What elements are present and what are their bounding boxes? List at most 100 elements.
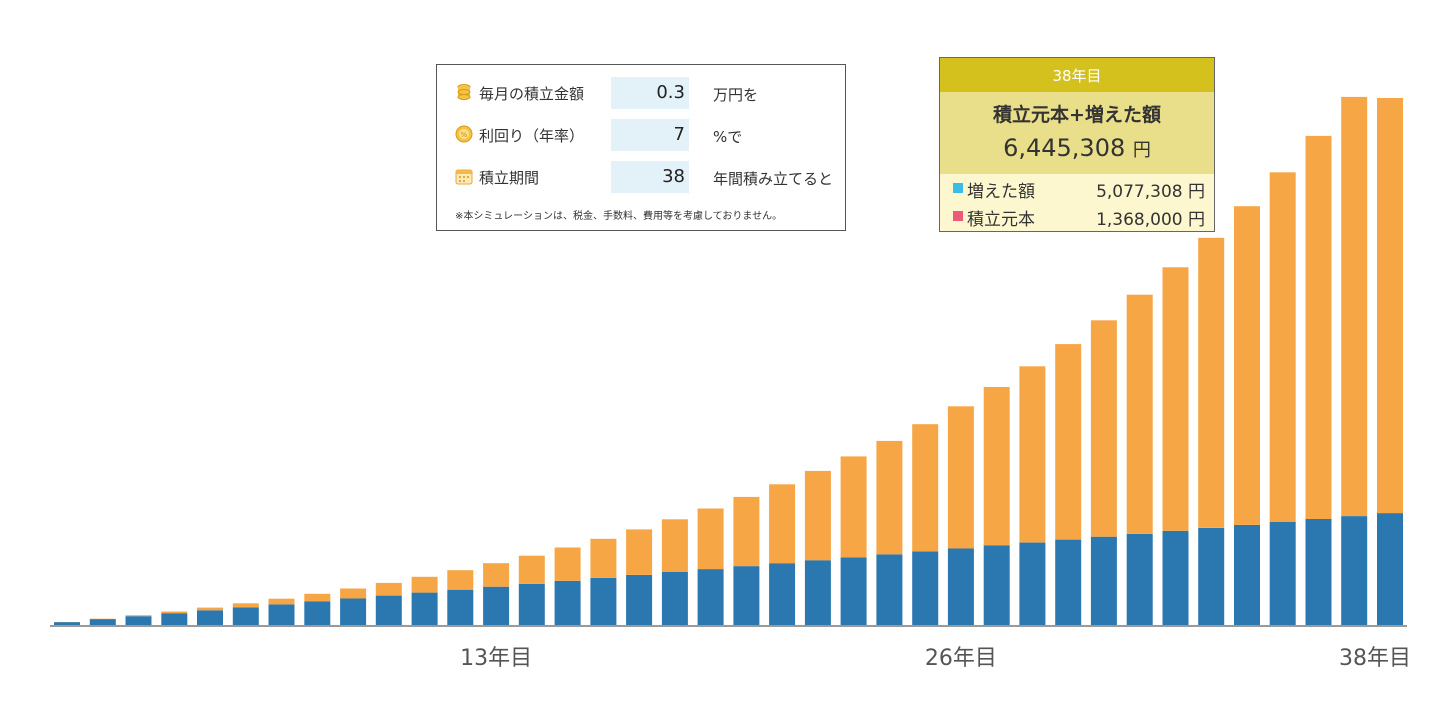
bar-principal-37 <box>1341 516 1368 625</box>
bar-gain-23 <box>840 456 867 558</box>
result-total-value: 6,445,308 <box>1003 134 1126 162</box>
bar-principal-33 <box>1198 527 1225 625</box>
result-total-unit: 円 <box>1132 140 1151 161</box>
rate-unit: %で <box>713 128 743 146</box>
gain-value: 5,077,308 円 <box>1096 182 1205 202</box>
bar-principal-5 <box>197 610 223 625</box>
disclaimer-note: ※本シミュレーションは、税金、手数料、費用等を考慮しておりません。 <box>455 211 783 222</box>
bar-gain-5 <box>197 607 223 611</box>
gain-swatch <box>953 183 963 193</box>
bar-principal-14 <box>518 583 545 625</box>
bar-gain-19 <box>697 508 724 570</box>
bar-principal-21 <box>769 563 796 625</box>
bar-gain-34 <box>1234 206 1260 525</box>
bar-gain-33 <box>1198 237 1225 528</box>
period-unit: 年間積み立てると <box>713 170 834 188</box>
bar-gain-21 <box>769 484 796 564</box>
gain-label: 増えた額 <box>967 182 1035 202</box>
monthly-amount-row: 毎月の積立金額 0.3 万円を <box>437 77 845 109</box>
period-label: 積立期間 <box>479 169 540 187</box>
bar-principal-19 <box>697 569 724 625</box>
monthly-amount-unit: 万円を <box>713 86 759 104</box>
bar-principal-8 <box>304 601 331 625</box>
bar-principal-24 <box>876 554 903 625</box>
bar-gain-32 <box>1162 267 1189 531</box>
x-tick-label: 26年目 <box>925 646 997 671</box>
bar-principal-12 <box>447 589 474 625</box>
bar-gain-38 <box>1377 98 1403 514</box>
monthly-amount-input[interactable]: 0.3 <box>611 77 689 109</box>
bar-principal-2 <box>89 619 116 625</box>
bar-gain-11 <box>411 576 438 593</box>
bar-gain-30 <box>1090 320 1117 537</box>
bar-gain-25 <box>912 424 939 552</box>
bar-principal-29 <box>1055 539 1082 625</box>
bar-principal-30 <box>1090 536 1117 625</box>
period-row: 積立期間 38 年間積み立てると <box>437 161 845 193</box>
bar-gain-18 <box>661 519 688 572</box>
bar-principal-32 <box>1162 530 1189 625</box>
percent-coin-icon: % <box>455 125 473 143</box>
principal-label: 積立元本 <box>967 210 1035 230</box>
input-panel: 毎月の積立金額 0.3 万円を % 利回り（年率） 7 %で 積立期間 38 年… <box>436 64 846 231</box>
bar-gain-7 <box>268 598 295 605</box>
x-tick-label: 13年目 <box>460 646 532 671</box>
bar-principal-17 <box>626 575 653 625</box>
bar-principal-3 <box>125 616 152 625</box>
bar-gain-37 <box>1341 96 1368 517</box>
legend-gain: 増えた額 5,077,308 円 <box>940 174 1214 202</box>
bar-principal-20 <box>733 566 760 625</box>
result-total: 6,445,308 円 <box>940 134 1214 162</box>
bar-gain-35 <box>1269 172 1296 523</box>
bar-principal-11 <box>411 592 438 625</box>
bar-principal-28 <box>1019 542 1046 625</box>
result-title: 積立元本+増えた額 <box>993 104 1161 126</box>
period-input[interactable]: 38 <box>611 161 689 193</box>
bar-gain-28 <box>1019 366 1046 543</box>
bar-gain-6 <box>232 603 259 608</box>
bar-principal-7 <box>268 604 295 625</box>
bar-principal-34 <box>1234 524 1260 625</box>
bar-gain-36 <box>1305 135 1332 519</box>
coins-icon <box>457 84 471 100</box>
bar-principal-38 <box>1377 513 1403 625</box>
result-summary: 積立元本+増えた額 6,445,308 円 <box>940 92 1214 174</box>
bar-gain-31 <box>1126 294 1153 534</box>
principal-value: 1,368,000 円 <box>1096 210 1205 230</box>
bar-gain-17 <box>626 529 653 575</box>
bar-gain-24 <box>876 440 903 555</box>
x-tick-label: 38年目 <box>1339 646 1411 671</box>
bar-principal-13 <box>483 586 510 625</box>
bar-principal-31 <box>1126 533 1153 625</box>
result-panel: 38年目 積立元本+増えた額 6,445,308 円 増えた額 5,077,30… <box>939 57 1215 232</box>
bar-principal-23 <box>840 557 867 625</box>
bar-gain-15 <box>554 547 581 581</box>
svg-text:%: % <box>461 131 468 139</box>
rate-input[interactable]: 7 <box>611 119 689 151</box>
bar-principal-22 <box>804 560 831 625</box>
bar-gain-8 <box>304 593 331 602</box>
bar-principal-36 <box>1305 519 1332 625</box>
bar-principal-10 <box>375 595 402 625</box>
bar-principal-35 <box>1269 522 1296 625</box>
result-year-header: 38年目 <box>940 58 1214 92</box>
bar-principal-18 <box>661 572 688 625</box>
bar-principal-1 <box>54 622 80 625</box>
legend-principal: 積立元本 1,368,000 円 <box>940 202 1214 230</box>
rate-label: 利回り（年率） <box>479 127 585 145</box>
bar-gain-12 <box>447 570 474 590</box>
bar-gain-16 <box>590 538 617 578</box>
x-tick-labels: 13年目 26年目 38年目 <box>460 646 1411 671</box>
bar-principal-27 <box>983 545 1010 625</box>
rate-row: % 利回り（年率） 7 %で <box>437 119 845 151</box>
bar-gain-26 <box>947 406 974 549</box>
bar-gain-29 <box>1055 344 1082 540</box>
bar-group <box>54 96 1403 625</box>
bar-principal-4 <box>161 613 188 625</box>
bar-gain-3 <box>125 615 152 617</box>
bar-gain-10 <box>375 582 402 596</box>
bar-principal-25 <box>912 551 939 625</box>
monthly-amount-label: 毎月の積立金額 <box>479 85 585 103</box>
bar-principal-26 <box>947 548 974 625</box>
